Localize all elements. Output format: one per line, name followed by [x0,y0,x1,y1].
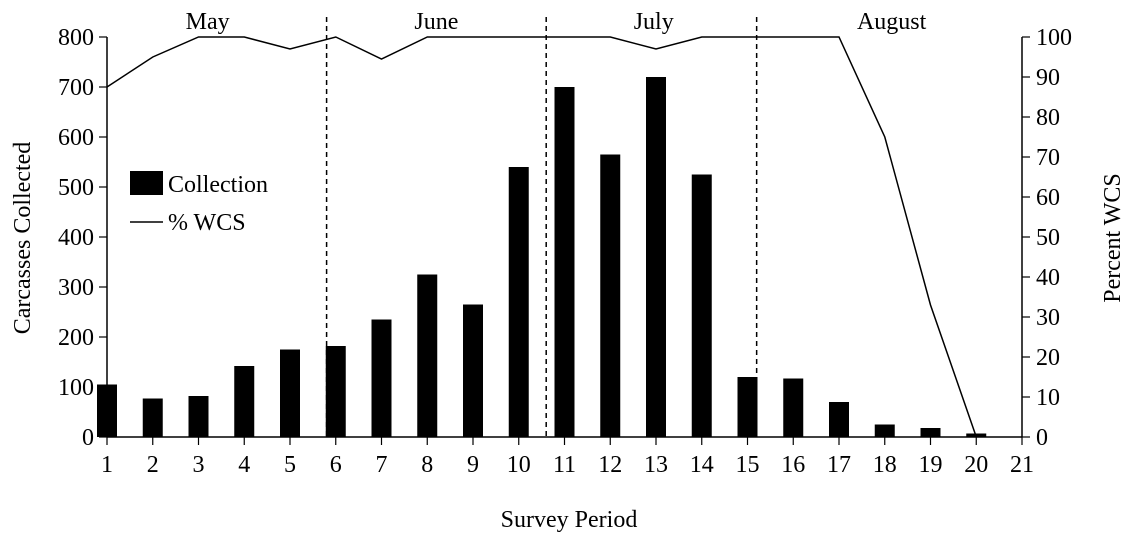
wcs-line [106,36,978,438]
x-tick-labels: 1 2 3 4 5 6 7 8 9 10 11 12 13 14 15 16 17 18 19 20 21 [101,452,1034,478]
bar [508,167,529,437]
bar [737,377,758,437]
x-tick-label: 8 [421,452,433,478]
y2-tick-label: 20 [1036,345,1060,371]
month-label: May [186,9,230,35]
month-label: August [857,9,927,35]
x-tick-label: 7 [376,452,388,478]
y2-tick-label: 40 [1036,265,1060,291]
y-tick-label: 100 [58,375,94,401]
legend-label-wcs: % WCS [168,210,246,236]
month-labels: May June July August [186,9,927,35]
x-tick-label: 5 [284,452,296,478]
y2-tick-label: 80 [1036,105,1060,131]
y2-tick-label: 0 [1036,425,1048,451]
y-tick-label: 700 [58,75,94,101]
y-tick-label: 0 [82,425,94,451]
y2-tick-label: 60 [1036,185,1060,211]
y-tick-label: 800 [58,25,94,51]
y2-tick-label: 30 [1036,305,1060,331]
x-tick-label: 11 [553,452,576,478]
bar [234,366,255,437]
y2-tick-label: 100 [1036,25,1072,51]
y-axis-title: Carcasses Collected [10,142,36,335]
y-tick-label: 300 [58,275,94,301]
y-tick-label: 200 [58,325,94,351]
legend: Collection % WCS [130,171,268,236]
x-tick-label: 15 [736,452,760,478]
y2-tick-label: 50 [1036,225,1060,251]
bar [371,319,392,437]
legend-label-collection: Collection [168,172,268,198]
x-tick-label: 21 [1010,452,1034,478]
x-tick-label: 3 [193,452,205,478]
x-tick-label: 19 [919,452,943,478]
bar [280,349,300,437]
bar [920,428,941,437]
x-axis-title: Survey Period [501,507,638,533]
y-tick-labels: 0 100 200 300 400 500 600 700 800 [58,25,94,451]
x-tick-label: 9 [467,452,479,478]
x-tick-label: 18 [873,452,897,478]
legend-swatch-collection [130,171,163,195]
bar [691,174,712,437]
x-tick-label: 14 [690,452,714,478]
y2-tick-labels: 0 10 20 30 40 50 60 70 80 90 100 [1036,25,1072,451]
bar [829,402,849,437]
bar [325,346,346,437]
x-tick-label: 16 [781,452,805,478]
y2-axis-title: Percent WCS [1100,173,1126,303]
x-tick-label: 4 [238,452,250,478]
y-tick-label: 500 [58,175,94,201]
bar-series [97,77,987,437]
y-tick-label: 600 [58,125,94,151]
x-tick-label: 17 [827,452,851,478]
x-tick-label: 13 [644,452,668,478]
x-tick-label: 10 [507,452,531,478]
axes [99,36,1030,445]
bar [554,87,575,437]
x-tick-label: 6 [330,452,342,478]
bar [188,396,209,437]
month-label: July [634,9,674,35]
y2-tick-label: 10 [1036,385,1060,411]
y2-tick-label: 90 [1036,65,1060,91]
bar [600,154,621,437]
bar [874,424,895,437]
y2-tick-label: 70 [1036,145,1060,171]
bar [142,398,163,437]
line-series [106,36,978,438]
x-tick-label: 12 [598,452,622,478]
x-tick-label: 2 [147,452,159,478]
x-tick-label: 20 [964,452,988,478]
bar [417,274,438,437]
bar [783,378,804,437]
bar [463,304,483,437]
bar [646,77,666,437]
month-label: June [414,9,458,35]
x-tick-label: 1 [101,452,113,478]
y-tick-label: 400 [58,225,94,251]
month-dividers [325,17,758,437]
